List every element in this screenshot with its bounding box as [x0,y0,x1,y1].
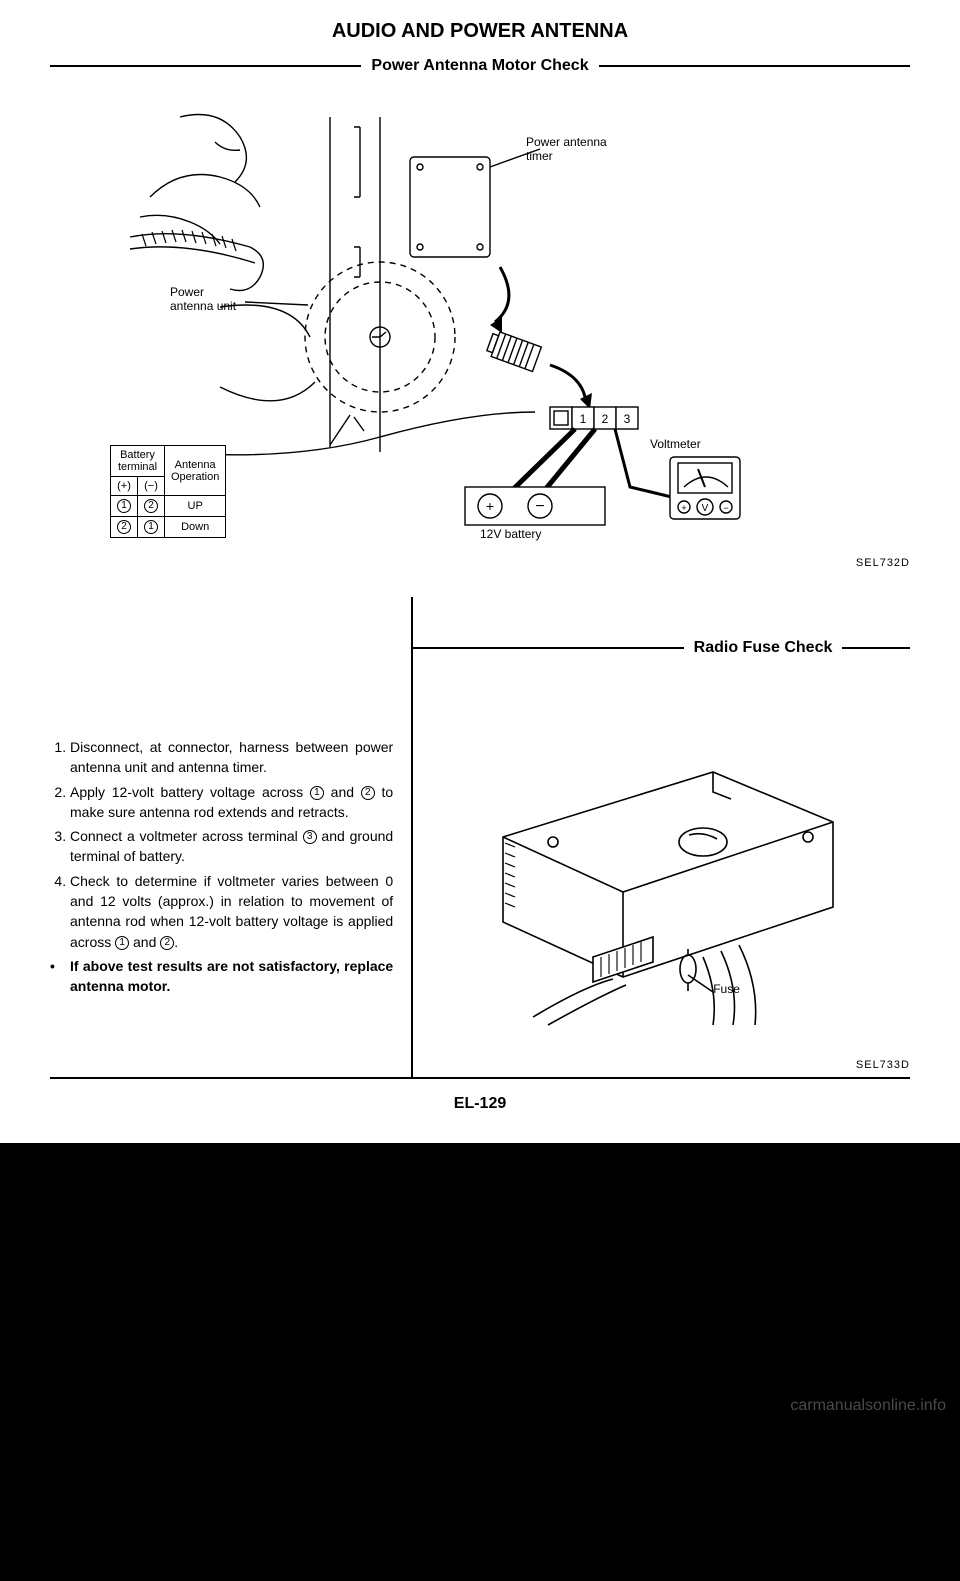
step-4b: and [129,934,160,950]
radio-fuse-panel: Radio Fuse Check [411,597,910,1077]
page-title: AUDIO AND POWER ANTENNA [50,20,910,43]
circled-two: 2 [160,936,174,950]
section-header-1: Power Antenna Motor Check [50,57,910,75]
terminal-table: Battery terminal Antenna Operation (+) (… [110,445,226,538]
circled-num: 2 [117,520,131,534]
label-voltmeter: Voltmeter [650,437,701,451]
svg-text:3: 3 [624,412,631,426]
label-power-antenna-unit: Power antenna unit [170,285,236,314]
table-cell: UP [165,496,226,517]
lower-section: Disconnect, at connector, harness betwee… [50,597,910,1079]
step-2: Apply 12-volt battery voltage across 1 a… [70,782,393,823]
figure-code-2: SEL733D [856,1059,910,1071]
label-fuse: Fuse [713,982,740,996]
table-cell: Down [165,517,226,538]
svg-text:−: − [723,503,728,513]
step-4c: . [174,934,178,950]
circled-three: 3 [303,830,317,844]
procedure-text: Disconnect, at connector, harness betwee… [50,597,411,1077]
step-3: Connect a voltmeter across terminal 3 an… [70,826,393,867]
svg-text:1: 1 [580,412,587,426]
figure-code-1: SEL732D [856,557,910,569]
section-2-label: Radio Fuse Check [684,639,843,657]
rule-left [413,647,683,649]
svg-text:+: + [486,498,494,514]
step-4: Check to determine if voltmeter varies b… [70,871,393,952]
circled-num: 1 [117,499,131,513]
step-bullet: If above test results are not satisfacto… [50,956,393,997]
table-h-battery: Battery [120,449,155,461]
step-2a: Apply 12-volt battery voltage across [70,784,310,800]
label-12v-battery: 12V battery [480,527,541,541]
circled-two: 2 [361,786,375,800]
rule-right [842,647,910,649]
table-h-antenna: Antenna [175,459,216,471]
svg-text:+: + [681,503,686,513]
circled-num: 2 [144,499,158,513]
section-1-label: Power Antenna Motor Check [361,57,598,75]
section-header-2: Radio Fuse Check [413,639,910,657]
page-number: EL-129 [50,1079,910,1113]
svg-text:2: 2 [602,412,609,426]
diagram-power-antenna: 1 2 3 + − [50,87,910,577]
circled-one: 1 [115,936,129,950]
step-3a: Connect a voltmeter across terminal [70,828,303,844]
svg-text:−: − [535,498,544,515]
rule-left [50,65,361,67]
step-2b: and [324,784,361,800]
table-h-operation: Operation [171,471,219,483]
bottom-strip: carmanualsonline.info [0,1143,960,1423]
table-row: 1 2 UP [111,496,226,517]
diagram-radio-fuse: Fuse SEL733D [413,657,910,1077]
watermark: carmanualsonline.info [790,1397,946,1415]
table-row: 2 1 Down [111,517,226,538]
table-h-minus: (−) [138,477,165,496]
label-power-antenna-timer: Power antenna timer [526,135,607,164]
table-h-terminal: terminal [118,461,157,473]
circled-one: 1 [310,786,324,800]
table-h-plus: (+) [111,477,138,496]
rule-right [599,65,910,67]
step-1: Disconnect, at connector, harness betwee… [70,737,393,778]
circled-num: 1 [144,520,158,534]
svg-text:V: V [702,503,709,514]
